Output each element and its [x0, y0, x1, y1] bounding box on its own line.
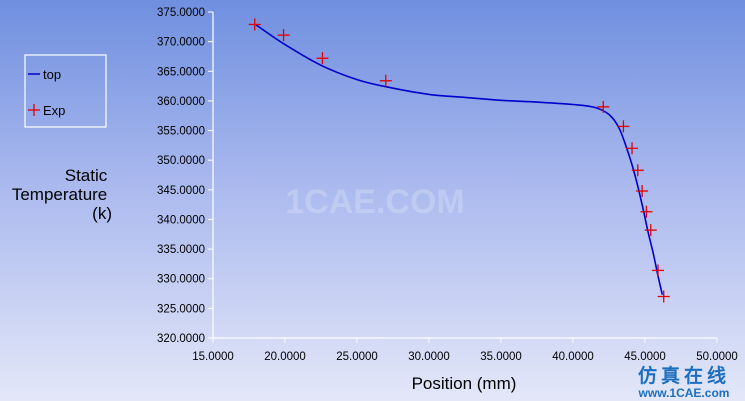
x-axis-title: Position (mm) — [412, 374, 517, 393]
data-point-Exp — [379, 74, 392, 87]
y-axis-title-line-1: Static — [65, 166, 108, 185]
data-point-Exp — [277, 29, 290, 42]
y-tick-label: 330.0000 — [157, 274, 205, 286]
data-point-Exp — [316, 52, 329, 65]
x-tick-label: 30.0000 — [408, 351, 450, 363]
y-tick-label: 340.0000 — [157, 214, 205, 226]
y-tick-label: 355.0000 — [157, 126, 205, 138]
y-tick-label: 335.0000 — [157, 244, 205, 256]
legend-box — [24, 54, 107, 128]
x-tick-label: 25.0000 — [336, 351, 378, 363]
y-tick-label: 365.0000 — [157, 66, 205, 78]
data-point-Exp — [636, 185, 649, 198]
data-point-Exp — [617, 120, 630, 133]
legend-plus-swatch — [28, 104, 40, 116]
series-layer — [248, 18, 670, 303]
data-point-Exp — [651, 264, 664, 277]
y-tick-label: 345.0000 — [157, 185, 205, 197]
data-point-Exp — [597, 100, 610, 113]
x-tick-label: 35.0000 — [480, 351, 522, 363]
data-point-Exp — [248, 18, 261, 31]
series-line-top — [255, 24, 664, 295]
data-point-Exp — [626, 142, 639, 155]
y-axis-title-line-3: (k) — [92, 204, 112, 223]
legend: top Exp — [24, 54, 107, 128]
y-tick-label: 360.0000 — [157, 96, 205, 108]
data-point-Exp — [631, 164, 644, 177]
data-point-Exp — [640, 205, 653, 218]
badge-url-text: www.1CAE.com — [638, 386, 730, 400]
x-tick-label: 45.0000 — [624, 351, 666, 363]
x-tick-label: 15.0000 — [192, 351, 234, 363]
y-tick-label: 320.0000 — [157, 333, 205, 345]
y-tick-label: 370.0000 — [157, 37, 205, 49]
y-axis-title-line-2: Temperature — [12, 185, 107, 204]
watermark-text: 1CAE.COM — [285, 183, 464, 221]
y-ticks: 320.0000 325.0000 330.0000 335.0000 340.0000… — [157, 7, 213, 345]
badge-chinese-text: 仿真在线 — [638, 364, 730, 387]
data-point-Exp — [657, 290, 670, 303]
legend-entry-top: top — [43, 67, 61, 82]
axes — [212, 12, 717, 339]
x-ticks: 15.0000 20.0000 25.0000 30.0000 35.0000 40.00… — [192, 338, 738, 363]
y-tick-label: 325.0000 — [157, 303, 205, 315]
x-tick-label: 40.0000 — [552, 351, 594, 363]
x-tick-label: 20.0000 — [264, 351, 306, 363]
y-tick-label: 350.0000 — [157, 155, 205, 167]
y-axis-title: Static Temperature (k) — [12, 166, 112, 223]
x-tick-label: 50.0000 — [696, 351, 738, 363]
y-tick-label: 375.0000 — [157, 7, 205, 19]
legend-entry-exp: Exp — [43, 103, 65, 118]
data-point-Exp — [644, 224, 657, 237]
site-badge: 仿真在线 www.1CAE.com — [638, 364, 730, 400]
